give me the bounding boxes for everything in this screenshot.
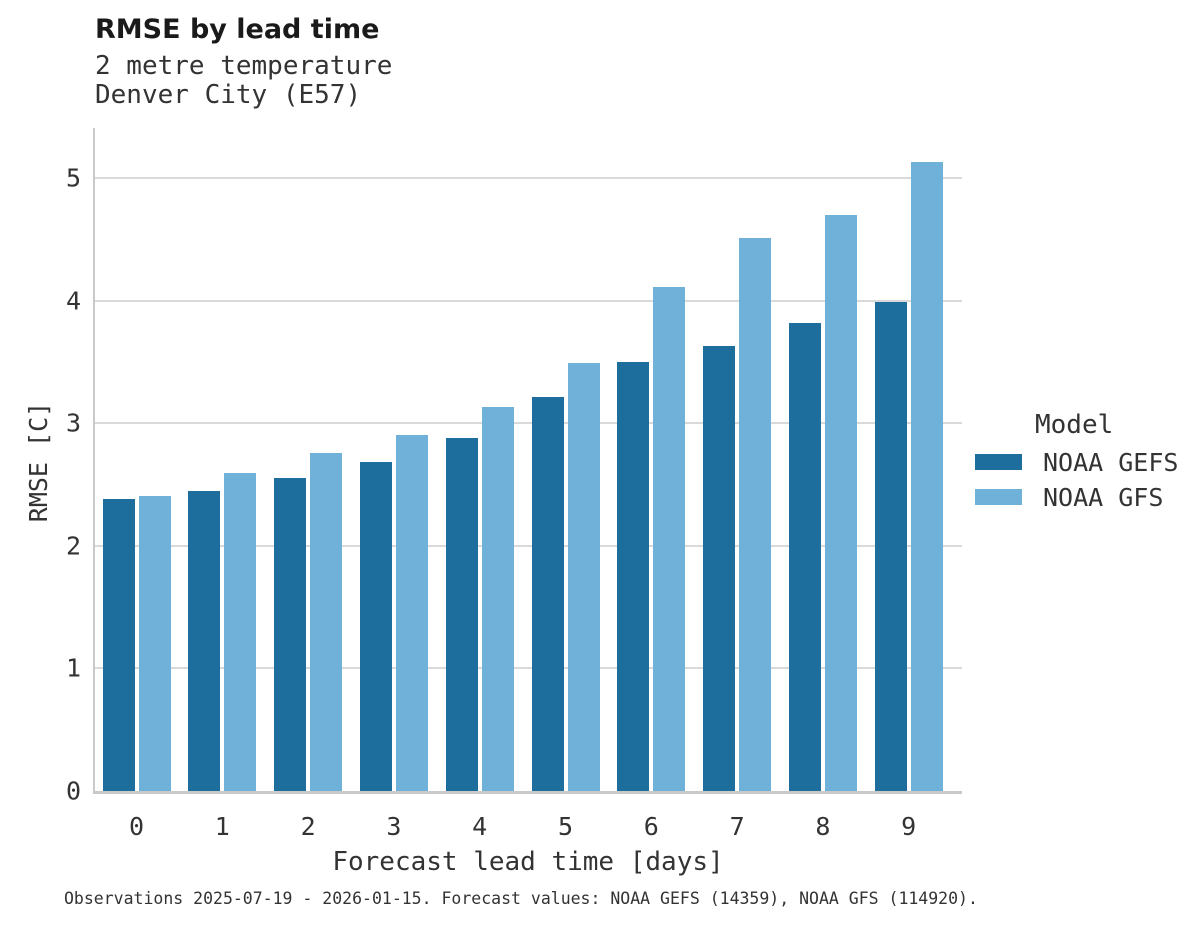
legend-entry-noaa-gefs: NOAA GEFS [975,447,1190,477]
y-tick-label-3: 3 [65,408,81,438]
x-tick-label-8: 8 [815,812,831,841]
caption: Observations 2025-07-19 - 2026-01-15. Fo… [64,889,978,908]
x-tick-label-0: 0 [128,812,145,841]
x-tick-label-6: 6 [643,812,659,841]
y-tick-label-0: 0 [65,776,81,806]
bar-noaa-gfs-lead-9 [910,162,943,791]
x-axis-title: Forecast lead time [days] [332,847,724,877]
bar-noaa-gfs-lead-3 [395,435,428,791]
bar-noaa-gefs-lead-2 [274,478,307,791]
bar-noaa-gfs-lead-1 [224,473,257,791]
gridline-2 [95,544,962,547]
bar-noaa-gfs-lead-8 [824,214,857,791]
chart-subtitle-location: Denver City (E57) [95,80,362,110]
legend: Model NOAA GEFS NOAA GFS [975,410,1190,520]
y-tick-label-1: 1 [65,653,81,683]
gridline-1 [95,667,962,670]
gridline-4 [95,299,962,302]
bar-noaa-gefs-lead-9 [874,301,907,791]
x-tick-label-4: 4 [472,812,488,841]
x-tick-label-1: 1 [214,812,230,841]
gridline-3 [95,422,962,425]
chart-subtitle-variable: 2 metre temperature [95,51,393,81]
x-axis-spine [93,791,962,794]
bar-noaa-gfs-lead-7 [739,238,772,791]
legend-label-noaa-gefs: NOAA GEFS [1043,447,1179,477]
x-tick-label-3: 3 [386,812,402,841]
bar-noaa-gfs-lead-2 [310,452,343,791]
bar-noaa-gfs-lead-5 [567,363,600,791]
bar-noaa-gfs-lead-0 [138,495,171,791]
legend-label-noaa-gfs: NOAA GFS [1043,482,1164,512]
bar-noaa-gfs-lead-4 [481,407,514,791]
gridline-5 [95,177,962,179]
bar-noaa-gefs-lead-7 [703,345,736,791]
plot-area [93,128,962,794]
bar-noaa-gefs-lead-3 [359,462,392,791]
y-axis-spine [93,128,95,794]
bar-noaa-gefs-lead-4 [445,437,478,791]
legend-title: Model [1035,410,1114,440]
legend-swatch-noaa-gfs-icon [975,489,1022,505]
title-block: RMSE by lead time 2 metre temperature De… [95,13,392,110]
legend-swatch-noaa-gefs-icon [975,454,1022,470]
x-tick-label-5: 5 [557,812,574,841]
y-tick-label-2: 2 [65,531,81,561]
x-tick-label-2: 2 [300,812,316,841]
y-tick-label-5: 5 [65,163,81,193]
bar-noaa-gefs-lead-8 [788,322,821,791]
bar-noaa-gfs-lead-6 [653,287,686,791]
x-tick-label-9: 9 [901,812,917,841]
bar-noaa-gefs-lead-5 [531,397,564,791]
legend-entry-noaa-gfs: NOAA GFS [975,482,1190,512]
bar-noaa-gefs-lead-6 [617,361,650,791]
bar-noaa-gefs-lead-0 [102,499,135,791]
y-tick-label-4: 4 [65,286,81,316]
x-tick-label-7: 7 [729,812,745,841]
y-axis-ticks: 0 1 2 3 4 5 [0,0,81,928]
bar-noaa-gefs-lead-1 [188,490,221,791]
chart-title: RMSE by lead time [95,14,380,45]
